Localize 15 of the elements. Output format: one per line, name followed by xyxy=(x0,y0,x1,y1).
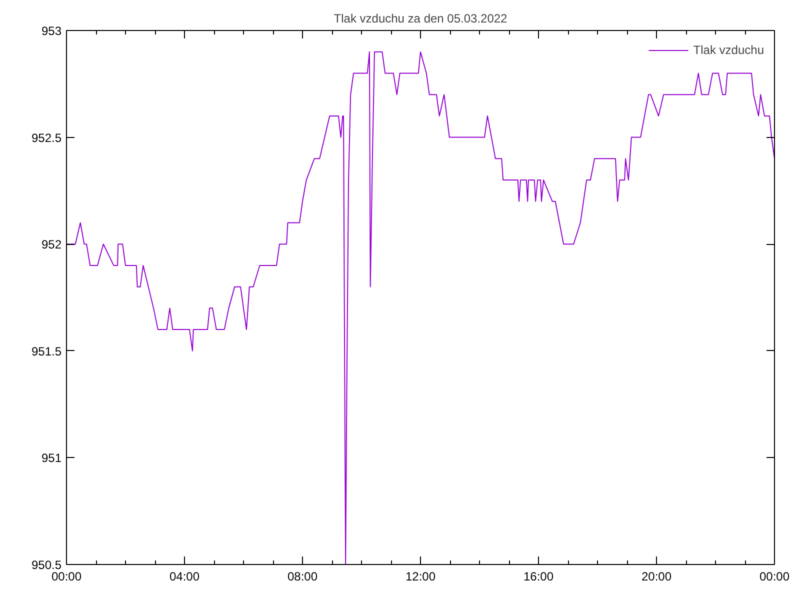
y-tick-label: 950.5 xyxy=(31,558,62,572)
y-tick-label: 952 xyxy=(41,238,62,252)
x-tick-label: 20:00 xyxy=(641,570,672,584)
y-tick-label: 953 xyxy=(41,24,62,38)
legend-label: Tlak vzduchu xyxy=(693,43,764,57)
x-tick-label: 04:00 xyxy=(169,570,200,584)
chart-title: Tlak vzduchu za den 05.03.2022 xyxy=(334,12,508,26)
x-tick-label: 08:00 xyxy=(287,570,318,584)
y-tick-label: 952.5 xyxy=(31,130,62,145)
x-tick-label: 00:00 xyxy=(759,570,790,584)
x-tick-label: 12:00 xyxy=(405,570,436,584)
y-tick-label: 951.5 xyxy=(31,344,62,358)
y-tick-label: 951 xyxy=(41,451,62,466)
x-tick-label: 16:00 xyxy=(523,570,554,584)
x-tick-label: 00:00 xyxy=(51,570,82,584)
